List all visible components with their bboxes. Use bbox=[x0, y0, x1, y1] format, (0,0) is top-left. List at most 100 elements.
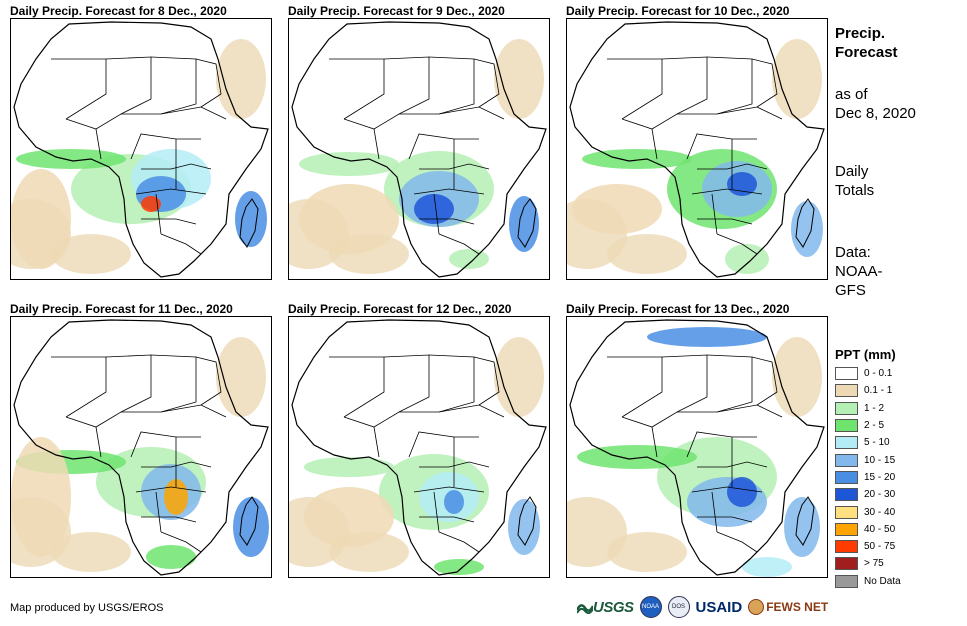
precip-area bbox=[434, 559, 484, 575]
madagascar-outline bbox=[795, 496, 815, 546]
africa-coastline bbox=[569, 21, 825, 278]
country-border bbox=[195, 356, 222, 406]
country-border bbox=[621, 404, 783, 428]
legend-item: 15 - 20 bbox=[835, 469, 901, 486]
panel-title: Daily Precip. Forecast for 13 Dec., 2020 bbox=[566, 302, 790, 316]
country-border bbox=[621, 106, 783, 130]
ocean-precip-area bbox=[216, 337, 266, 417]
ocean-precip-area bbox=[607, 234, 687, 274]
legend-swatch bbox=[835, 574, 858, 588]
precip-area bbox=[791, 201, 823, 257]
precip-area bbox=[784, 497, 820, 557]
country-border bbox=[51, 58, 107, 120]
ocean-precip-area bbox=[494, 337, 544, 417]
country-border bbox=[716, 233, 758, 255]
country-border bbox=[343, 106, 505, 130]
africa-map-svg bbox=[567, 21, 825, 278]
precip-area bbox=[304, 457, 394, 477]
forecast-panel-5: Daily Precip. Forecast for 12 Dec., 2020 bbox=[288, 302, 550, 578]
legend-item: 1 - 2 bbox=[835, 400, 901, 417]
forecast-panel-6: Daily Precip. Forecast for 13 Dec., 2020 bbox=[566, 302, 828, 578]
country-border bbox=[697, 516, 753, 523]
country-border bbox=[408, 133, 479, 160]
africa-map-svg bbox=[289, 21, 547, 278]
precip-area bbox=[11, 437, 71, 557]
legend-item: 0 - 0.1 bbox=[835, 365, 901, 382]
africa-coastline bbox=[291, 319, 547, 576]
africa-coastline bbox=[13, 21, 269, 278]
legend-item: 2 - 5 bbox=[835, 417, 901, 434]
country-border bbox=[51, 356, 107, 418]
dos-seal-logo: DOS bbox=[667, 596, 690, 618]
madagascar-outline bbox=[795, 198, 815, 248]
legend-item: 30 - 40 bbox=[835, 503, 901, 520]
country-border bbox=[383, 354, 430, 413]
country-border bbox=[105, 56, 152, 115]
data-line-3: GFS bbox=[835, 282, 866, 299]
precip-area bbox=[16, 149, 126, 169]
precip-area bbox=[414, 194, 454, 224]
credit-text: Map produced by USGS/EROS bbox=[10, 602, 164, 614]
fews-globe-icon bbox=[748, 599, 765, 615]
legend-swatch bbox=[835, 401, 858, 415]
legend-title: PPT (mm) bbox=[835, 347, 896, 362]
country-border bbox=[150, 56, 197, 115]
legend-label: > 75 bbox=[864, 558, 884, 570]
precip-area bbox=[233, 497, 269, 557]
madagascar-outline bbox=[239, 198, 259, 248]
country-border bbox=[65, 106, 227, 130]
legend-item: No Data bbox=[835, 573, 901, 590]
fews-wordmark: FEWS NET bbox=[766, 600, 829, 614]
country-border bbox=[135, 486, 207, 493]
africa-map-svg bbox=[567, 319, 825, 577]
country-border bbox=[651, 426, 658, 458]
madagascar-outline bbox=[239, 496, 259, 546]
country-border bbox=[711, 491, 718, 533]
legend-swatch bbox=[835, 522, 858, 536]
legend-label: 30 - 40 bbox=[864, 506, 896, 518]
country-border bbox=[160, 233, 202, 255]
panel-title: Daily Precip. Forecast for 11 Dec., 2020 bbox=[10, 302, 233, 316]
precip-area bbox=[304, 487, 394, 547]
usgs-wordmark: USGS bbox=[593, 598, 634, 616]
legend-item: 10 - 15 bbox=[835, 451, 901, 468]
madagascar-outline bbox=[517, 198, 537, 248]
country-border bbox=[428, 354, 475, 413]
precip-area bbox=[164, 479, 188, 515]
legend-swatch bbox=[835, 453, 858, 467]
country-border bbox=[438, 531, 480, 553]
legend-swatch bbox=[835, 488, 858, 502]
precip-area bbox=[577, 445, 697, 469]
africa-map-svg bbox=[289, 319, 547, 576]
legend-swatch bbox=[835, 419, 858, 433]
sidebar-heading: Precip. Forecast bbox=[835, 24, 898, 62]
legend-swatch bbox=[835, 505, 858, 519]
legend-label: 20 - 30 bbox=[864, 489, 896, 501]
legend-label: No Data bbox=[864, 575, 901, 587]
totals-line-1: Daily bbox=[835, 163, 869, 180]
precip-area bbox=[582, 149, 692, 169]
africa-coastline bbox=[569, 319, 825, 576]
country-border bbox=[141, 163, 212, 170]
legend-item: 20 - 30 bbox=[835, 486, 901, 503]
country-border bbox=[706, 354, 753, 413]
precip-map bbox=[288, 18, 550, 280]
ocean-precip-area bbox=[494, 39, 544, 119]
country-border bbox=[155, 491, 162, 533]
usaid-wordmark: USAID bbox=[695, 598, 743, 616]
legend-label: 5 - 10 bbox=[864, 437, 890, 449]
legend-swatch bbox=[835, 557, 858, 571]
country-border bbox=[428, 56, 475, 115]
sidebar-data-source: Data: NOAA- GFS bbox=[835, 243, 883, 300]
legend-label: 10 - 15 bbox=[864, 454, 896, 466]
heading-line-2: Forecast bbox=[835, 44, 898, 61]
legend: PPT (mm) 0 - 0.1 0.1 - 1 1 - 2 2 - 5 5 - 10 1… bbox=[835, 347, 901, 590]
data-line-1: Data: bbox=[835, 244, 871, 261]
country-border bbox=[105, 354, 152, 413]
ocean-precip-area bbox=[772, 39, 822, 119]
legend-item: 40 - 50 bbox=[835, 521, 901, 538]
country-border bbox=[413, 486, 485, 493]
legend-swatch bbox=[835, 367, 858, 381]
panel-title: Daily Precip. Forecast for 10 Dec., 2020 bbox=[566, 4, 790, 18]
precip-map bbox=[288, 316, 550, 578]
